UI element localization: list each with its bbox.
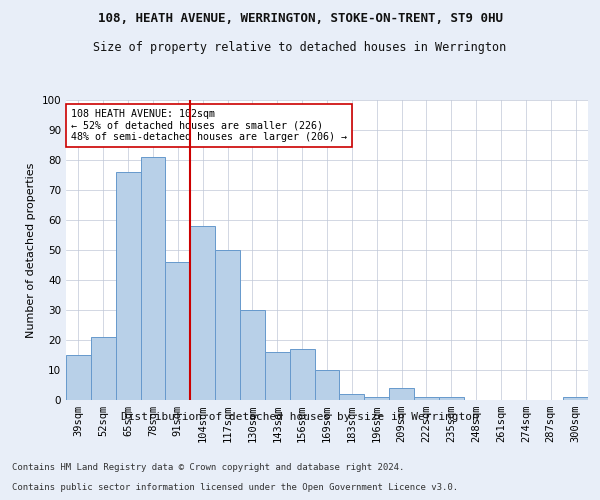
Bar: [563, 397, 588, 400]
Bar: [91, 337, 116, 400]
Text: Contains public sector information licensed under the Open Government Licence v3: Contains public sector information licen…: [12, 484, 458, 492]
Bar: [389, 388, 414, 400]
Text: 108 HEATH AVENUE: 102sqm
← 52% of detached houses are smaller (226)
48% of semi-: 108 HEATH AVENUE: 102sqm ← 52% of detach…: [71, 109, 347, 142]
Y-axis label: Number of detached properties: Number of detached properties: [26, 162, 36, 338]
Bar: [166, 262, 190, 400]
Bar: [116, 172, 140, 400]
Bar: [240, 310, 265, 400]
Bar: [190, 226, 215, 400]
Bar: [364, 397, 389, 400]
Bar: [66, 355, 91, 400]
Bar: [314, 370, 340, 400]
Text: Distribution of detached houses by size in Werrington: Distribution of detached houses by size …: [121, 412, 479, 422]
Bar: [140, 157, 166, 400]
Text: Size of property relative to detached houses in Werrington: Size of property relative to detached ho…: [94, 41, 506, 54]
Bar: [340, 394, 364, 400]
Bar: [265, 352, 290, 400]
Bar: [290, 349, 314, 400]
Bar: [439, 397, 464, 400]
Bar: [414, 397, 439, 400]
Bar: [215, 250, 240, 400]
Text: Contains HM Land Registry data © Crown copyright and database right 2024.: Contains HM Land Registry data © Crown c…: [12, 464, 404, 472]
Text: 108, HEATH AVENUE, WERRINGTON, STOKE-ON-TRENT, ST9 0HU: 108, HEATH AVENUE, WERRINGTON, STOKE-ON-…: [97, 12, 503, 26]
